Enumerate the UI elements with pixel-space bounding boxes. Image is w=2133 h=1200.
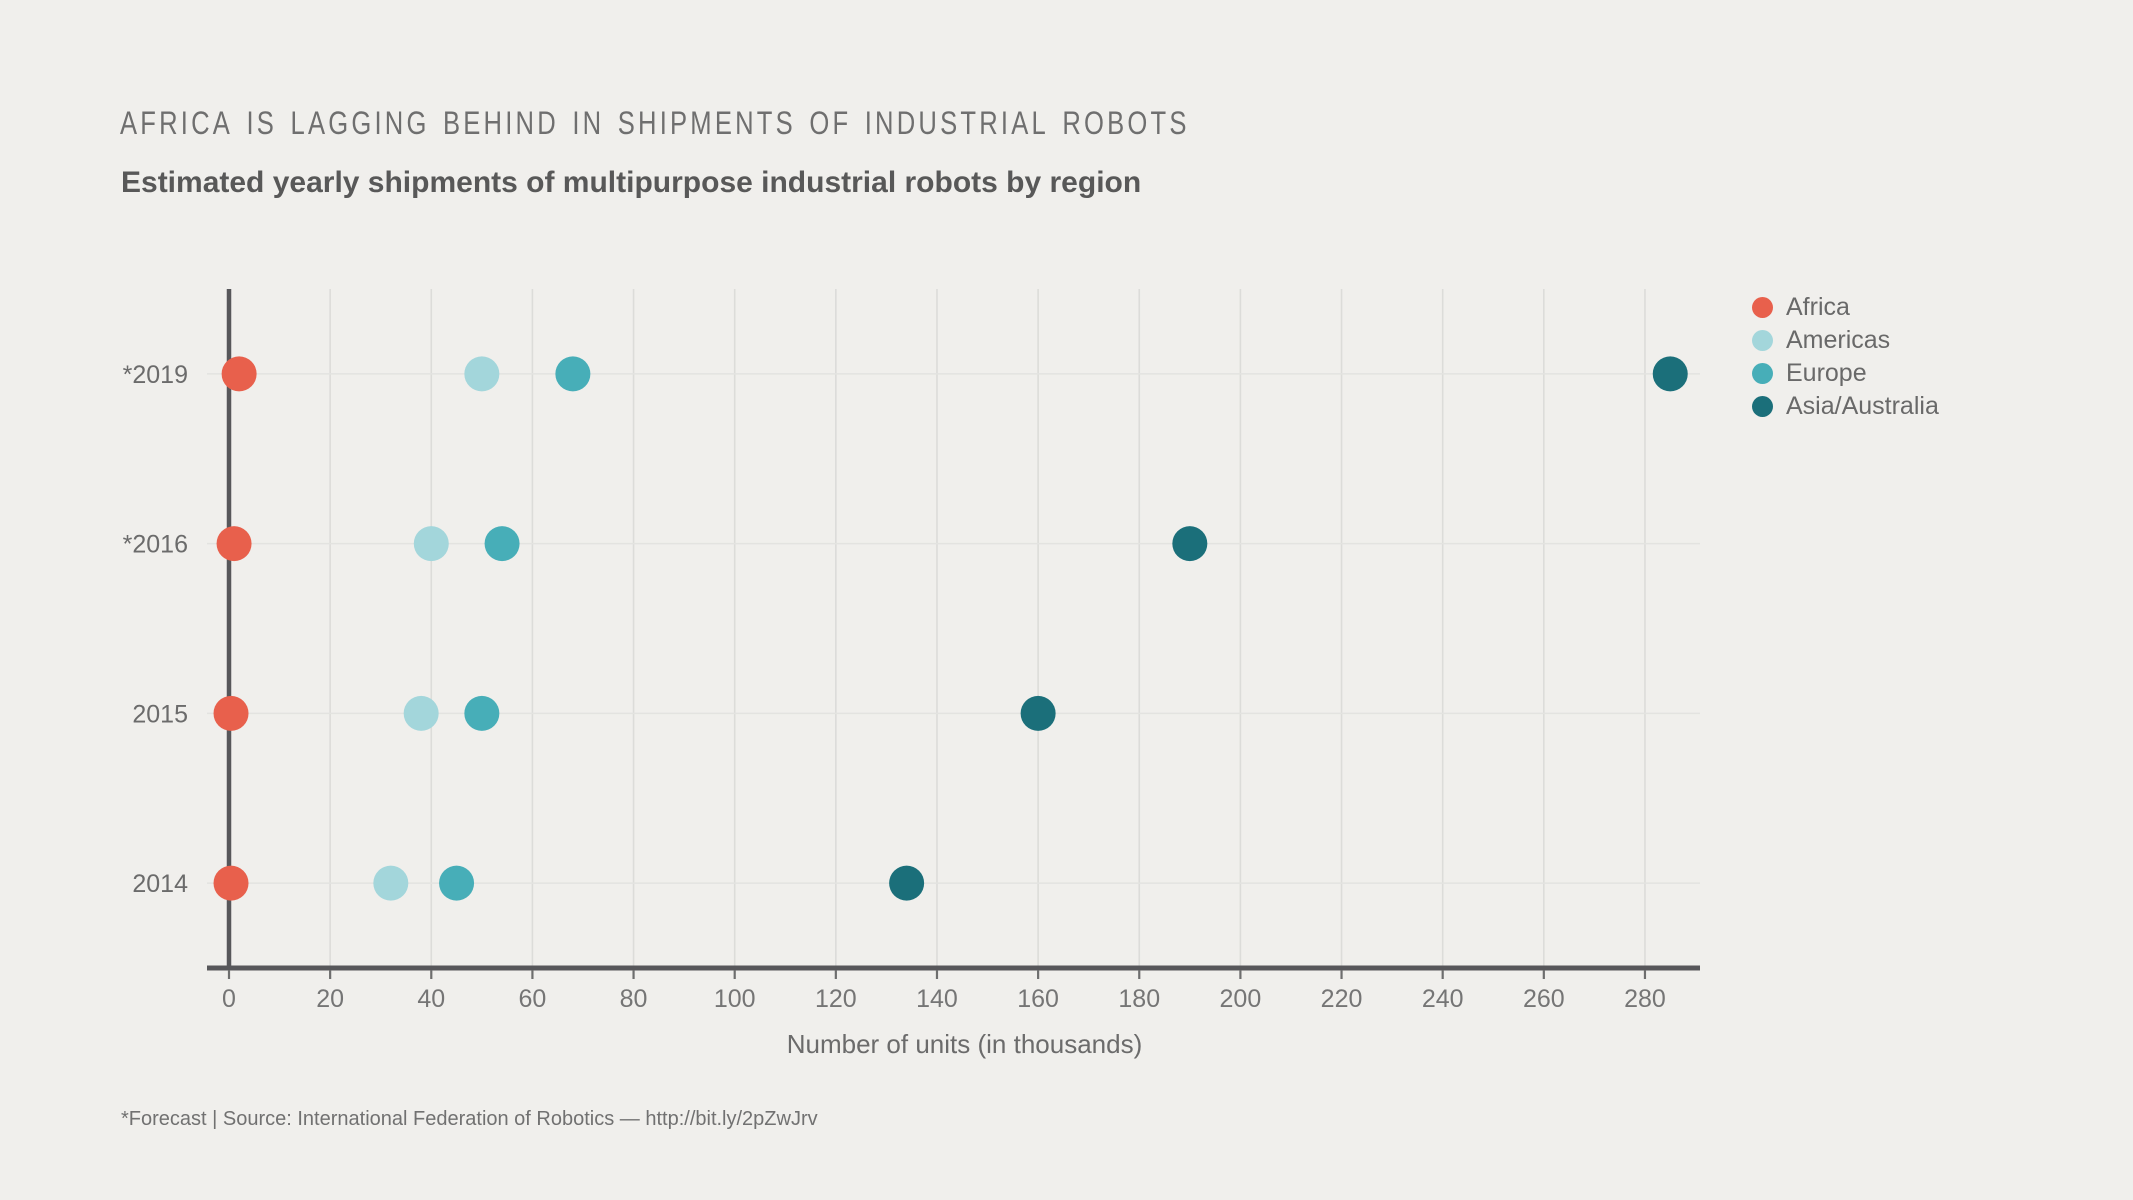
y-axis-label--2016: *2016 bbox=[123, 531, 188, 559]
data-point-africa-2014[interactable] bbox=[213, 865, 249, 901]
data-point-asia-australia--2016[interactable] bbox=[1172, 526, 1208, 562]
data-point-americas--2016[interactable] bbox=[413, 526, 449, 562]
x-axis-tick-label-80: 80 bbox=[620, 985, 648, 1013]
legend: Africa Americas Europe Asia/Australia bbox=[1752, 291, 1939, 423]
data-point-asia-australia-2014[interactable] bbox=[889, 865, 925, 901]
data-point-americas-2014[interactable] bbox=[373, 865, 409, 901]
data-point-europe--2019[interactable] bbox=[555, 356, 591, 392]
data-point-europe-2014[interactable] bbox=[439, 865, 475, 901]
x-axis-tick-label-240: 240 bbox=[1422, 985, 1464, 1013]
legend-swatch-asia-australia bbox=[1752, 396, 1773, 417]
x-axis-tick-label-160: 160 bbox=[1017, 985, 1059, 1013]
legend-swatch-europe bbox=[1752, 363, 1773, 384]
x-axis-tick-label-40: 40 bbox=[417, 985, 445, 1013]
legend-item-europe[interactable]: Europe bbox=[1752, 357, 1939, 390]
x-axis-tick-label-0: 0 bbox=[222, 985, 236, 1013]
data-point-asia-australia--2019[interactable] bbox=[1652, 356, 1688, 392]
y-axis-label-2015: 2015 bbox=[132, 700, 188, 728]
x-axis-tick-label-60: 60 bbox=[519, 985, 547, 1013]
data-point-africa-2015[interactable] bbox=[213, 695, 249, 731]
data-point-asia-australia-2015[interactable] bbox=[1020, 695, 1056, 731]
x-axis-tick-label-200: 200 bbox=[1220, 985, 1262, 1013]
data-point-europe-2015[interactable] bbox=[464, 695, 500, 731]
data-point-africa--2016[interactable] bbox=[216, 526, 252, 562]
y-axis-label--2019: *2019 bbox=[123, 361, 188, 389]
x-axis-title: Number of units (in thousands) bbox=[787, 1029, 1143, 1059]
x-axis-tick-label-180: 180 bbox=[1118, 985, 1160, 1013]
x-axis-tick-label-280: 280 bbox=[1624, 985, 1666, 1013]
legend-label-asia-australia: Asia/Australia bbox=[1786, 392, 1939, 420]
legend-swatch-africa bbox=[1752, 297, 1773, 318]
data-point-europe--2016[interactable] bbox=[484, 526, 520, 562]
x-axis-tick-label-100: 100 bbox=[714, 985, 756, 1013]
y-axis-label-2014: 2014 bbox=[132, 870, 188, 898]
data-point-americas-2015[interactable] bbox=[403, 695, 439, 731]
legend-item-americas[interactable]: Americas bbox=[1752, 324, 1939, 357]
legend-swatch-americas bbox=[1752, 330, 1773, 351]
source-footnote: *Forecast | Source: International Federa… bbox=[121, 1108, 818, 1130]
legend-label-americas: Americas bbox=[1786, 326, 1891, 354]
legend-label-europe: Europe bbox=[1786, 359, 1867, 387]
x-axis-tick-label-120: 120 bbox=[815, 985, 857, 1013]
chart-subtitle: Estimated yearly shipments of multipurpo… bbox=[121, 166, 1142, 199]
legend-item-africa[interactable]: Africa bbox=[1752, 291, 1939, 324]
x-axis-tick-label-140: 140 bbox=[916, 985, 958, 1013]
data-point-americas--2019[interactable] bbox=[464, 356, 500, 392]
chart-title: Africa is lagging behind in shipments of… bbox=[120, 92, 1190, 144]
legend-label-africa: Africa bbox=[1786, 293, 1850, 321]
data-point-africa--2019[interactable] bbox=[221, 356, 257, 392]
x-axis-tick-label-260: 260 bbox=[1523, 985, 1565, 1013]
legend-item-asia-australia[interactable]: Asia/Australia bbox=[1752, 390, 1939, 423]
x-axis-tick-label-20: 20 bbox=[316, 985, 344, 1013]
x-axis-tick-label-220: 220 bbox=[1321, 985, 1363, 1013]
